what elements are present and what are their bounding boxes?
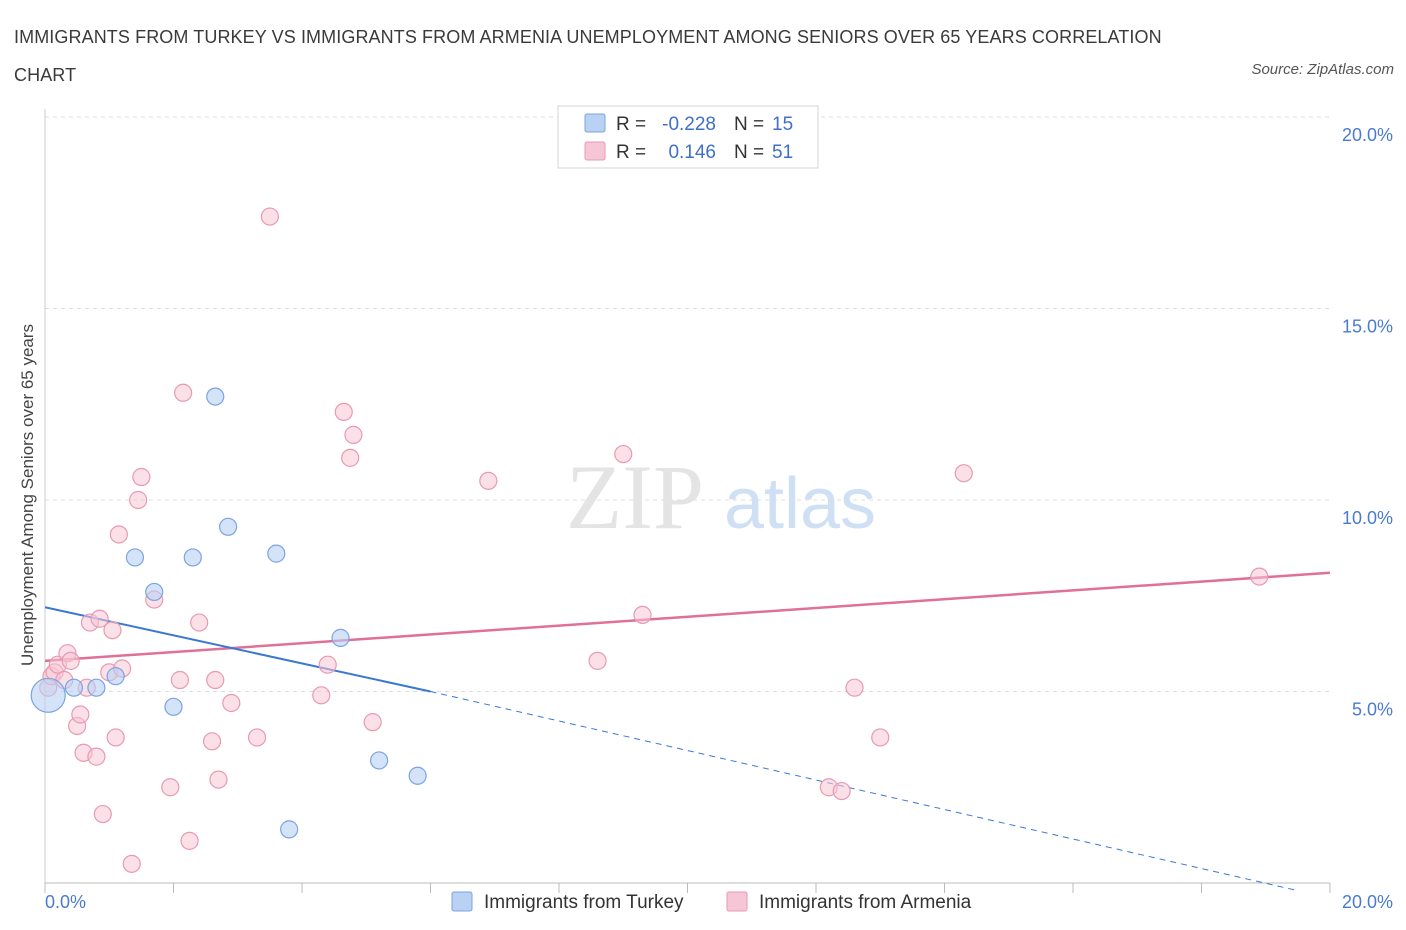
y-tick-label: 5.0% xyxy=(1352,700,1393,720)
y-tick-label: 20.0% xyxy=(1342,125,1393,145)
scatter-points xyxy=(30,207,1269,873)
y-tick-label: 10.0% xyxy=(1342,508,1393,528)
turkey-trend-line xyxy=(44,606,431,693)
turkey-point xyxy=(87,678,106,697)
turkey-point xyxy=(206,387,225,406)
legend-turkey-r-label: R = xyxy=(616,114,646,135)
armenia-point xyxy=(103,621,122,640)
armenia-point xyxy=(479,471,498,490)
armenia-point xyxy=(222,693,241,713)
legend-turkey-n-label: N = xyxy=(734,114,764,135)
turkey-point xyxy=(219,517,238,536)
turkey-point xyxy=(64,678,84,697)
x-tick-label: 20.0% xyxy=(1342,892,1393,912)
armenia-point xyxy=(633,605,652,625)
legend-bottom-armenia-swatch xyxy=(726,891,748,912)
legend-top: R = -0.228 N = 15 R = 0.146 N = 51 xyxy=(557,105,819,169)
turkey-point xyxy=(106,667,125,686)
armenia-point xyxy=(845,678,864,697)
armenia-point xyxy=(190,613,209,632)
watermark: ZIP atlas xyxy=(566,446,876,548)
armenia-point xyxy=(209,770,228,789)
legend-bottom-turkey-label: Immigrants from Turkey xyxy=(484,892,684,913)
legend-armenia-n-value: 51 xyxy=(772,142,793,163)
armenia-point xyxy=(1250,567,1269,586)
armenia-point xyxy=(202,732,222,751)
turkey-point xyxy=(125,548,145,567)
armenia-point xyxy=(363,713,382,732)
armenia-point xyxy=(174,383,193,402)
turkey-trend-extension xyxy=(430,691,1298,892)
legend-bottom-armenia-label: Immigrants from Armenia xyxy=(759,892,972,913)
armenia-point xyxy=(90,609,109,628)
legend-turkey-swatch xyxy=(584,113,606,133)
armenia-point xyxy=(344,425,363,444)
armenia-trend-line xyxy=(44,571,1331,663)
armenia-point xyxy=(132,467,151,487)
armenia-point xyxy=(93,804,112,824)
armenia-point xyxy=(87,747,106,766)
turkey-point xyxy=(164,697,183,716)
legend-turkey-r-value: -0.228 xyxy=(662,114,716,135)
turkey-point xyxy=(370,751,389,770)
armenia-point xyxy=(180,831,199,850)
armenia-point xyxy=(247,728,267,747)
source-label: Source: ZipAtlas.com xyxy=(1251,61,1394,78)
turkey-point xyxy=(331,628,350,647)
armenia-point xyxy=(312,686,331,705)
armenia-point xyxy=(318,655,337,674)
turkey-point xyxy=(408,766,427,785)
armenia-point xyxy=(954,464,973,483)
legend-armenia-n-label: N = xyxy=(734,142,764,163)
turkey-point xyxy=(30,677,66,713)
armenia-point xyxy=(161,778,180,797)
y-axis-label: Unemployment Among Seniors over 65 years xyxy=(18,324,37,666)
armenia-point xyxy=(170,670,190,690)
axes xyxy=(44,109,1331,893)
armenia-point xyxy=(106,728,125,747)
armenia-point xyxy=(260,207,279,226)
legend-turkey-n-value: 15 xyxy=(772,114,793,135)
armenia-point xyxy=(871,728,890,747)
grid xyxy=(45,116,1330,692)
turkey-point xyxy=(267,544,286,563)
turkey-point xyxy=(145,582,164,602)
armenia-point xyxy=(71,705,90,724)
trend-lines xyxy=(44,571,1331,892)
turkey-point xyxy=(280,820,299,839)
armenia-point xyxy=(614,444,633,464)
turkey-point xyxy=(183,548,202,567)
legend-bottom-turkey-swatch xyxy=(451,891,473,912)
armenia-point xyxy=(129,490,148,510)
watermark-atlas: atlas xyxy=(724,464,876,544)
armenia-point xyxy=(832,781,851,801)
y-tick-label: 15.0% xyxy=(1342,317,1393,337)
x-tick-label: 0.0% xyxy=(45,892,86,912)
legend-bottom: Immigrants from Turkey Immigrants from A… xyxy=(451,891,972,913)
armenia-point xyxy=(341,448,360,467)
armenia-point xyxy=(206,670,225,690)
chart-title: IMMIGRANTS FROM TURKEY VS IMMIGRANTS FRO… xyxy=(14,27,1162,85)
watermark-zip: ZIP xyxy=(566,446,704,548)
armenia-point xyxy=(588,651,607,670)
armenia-point xyxy=(122,854,141,873)
tick-labels: 5.0% 10.0% 15.0% 20.0% 0.0% 20.0% xyxy=(45,125,1393,912)
legend-armenia-r-label: R = xyxy=(616,142,646,163)
armenia-point xyxy=(334,402,353,422)
armenia-point xyxy=(109,525,128,544)
armenia-point xyxy=(61,651,80,670)
legend-armenia-swatch xyxy=(584,141,606,161)
legend-armenia-r-value: 0.146 xyxy=(668,142,716,163)
